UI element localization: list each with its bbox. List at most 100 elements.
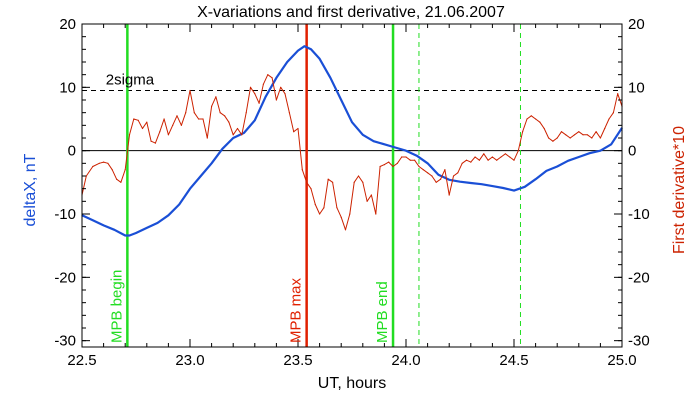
- data-point: [362, 134, 364, 136]
- data-point: [349, 213, 351, 215]
- data-point: [578, 131, 580, 133]
- y-tick-label-right: 10: [628, 79, 645, 96]
- data-point: [306, 181, 308, 183]
- y-tick-label-right: 20: [628, 16, 645, 33]
- data-point: [405, 156, 407, 158]
- series-line-deltaX: [81, 45, 623, 237]
- data-point: [366, 200, 368, 202]
- data-point: [535, 118, 537, 120]
- data-point: [357, 175, 360, 177]
- data-point: [137, 119, 139, 121]
- data-point: [362, 181, 364, 183]
- data-point: [219, 112, 221, 114]
- data-point: [243, 132, 245, 134]
- data-point: [141, 127, 144, 130]
- data-point: [297, 127, 299, 130]
- y-tick-label-right: -30: [628, 333, 650, 350]
- data-point: [297, 50, 299, 52]
- data-point: [509, 156, 511, 158]
- data-point: [167, 134, 169, 136]
- plot-frame: [81, 23, 623, 348]
- data-point: [172, 124, 174, 126]
- data-point: [578, 156, 580, 158]
- data-point: [103, 224, 105, 226]
- data-point: [545, 170, 548, 172]
- plot-border: [81, 23, 623, 348]
- data-point: [522, 131, 524, 133]
- data-point: [344, 229, 347, 231]
- vertical-marker-label: MPB end: [374, 281, 391, 343]
- data-point: [271, 77, 273, 79]
- data-point: [556, 137, 558, 139]
- data-point: [459, 181, 461, 183]
- data-point: [394, 146, 396, 149]
- data-point: [301, 169, 303, 171]
- data-point: [200, 175, 202, 177]
- data-point: [98, 162, 100, 164]
- data-point: [163, 118, 165, 120]
- data-point: [319, 213, 321, 215]
- series-points-derivative: [81, 74, 623, 231]
- data-point: [567, 160, 569, 162]
- data-point: [470, 161, 472, 163]
- data-point: [211, 105, 213, 107]
- data-point: [284, 93, 286, 95]
- data-point: [465, 159, 468, 161]
- x-tick-label: 23.0: [175, 352, 204, 369]
- data-point: [491, 156, 493, 158]
- data-point: [470, 182, 472, 184]
- y-tick-label-left: -20: [54, 269, 76, 286]
- data-point: [573, 134, 576, 136]
- x-tick-label: 24.5: [499, 352, 528, 369]
- data-point: [293, 131, 295, 133]
- data-point: [500, 156, 502, 158]
- data-point: [124, 169, 126, 171]
- data-point: [569, 137, 571, 139]
- y-tick-label-left: 10: [59, 79, 76, 96]
- data-point: [612, 112, 615, 114]
- data-point: [167, 214, 169, 216]
- series-line-derivative: [81, 74, 623, 231]
- data-point: [409, 159, 411, 161]
- data-point: [340, 216, 342, 218]
- data-point: [327, 178, 329, 180]
- data-point: [373, 140, 375, 142]
- data-point: [524, 186, 526, 188]
- vertical-marker-label: MPB max: [288, 277, 305, 343]
- data-point: [422, 169, 424, 171]
- plot-area: [81, 24, 623, 347]
- data-point: [275, 77, 277, 79]
- data-point: [548, 137, 550, 139]
- data-point: [504, 153, 506, 155]
- x-tick-label: 25.0: [607, 352, 636, 369]
- data-point: [448, 179, 450, 181]
- data-point: [262, 83, 264, 85]
- data-point: [383, 143, 385, 145]
- data-point: [193, 112, 195, 114]
- data-point: [586, 134, 589, 136]
- data-point: [617, 93, 619, 95]
- data-point: [427, 162, 429, 164]
- data-point: [215, 96, 217, 98]
- data-point: [535, 178, 537, 180]
- data-point: [206, 137, 208, 139]
- data-point: [180, 124, 182, 126]
- data-point: [478, 159, 480, 161]
- data-point: [150, 140, 152, 142]
- data-point: [530, 115, 532, 117]
- data-point: [435, 181, 437, 183]
- data-point: [560, 131, 563, 133]
- data-point: [392, 165, 394, 168]
- data-point: [128, 234, 131, 237]
- y-tick-label-left: 0: [68, 143, 76, 160]
- data-point: [517, 150, 519, 152]
- vertical-marker-label: MPB begin: [108, 270, 125, 343]
- data-point: [258, 102, 260, 104]
- data-point: [232, 134, 234, 136]
- y-tick-label-right: -10: [628, 206, 650, 223]
- data-point: [224, 115, 226, 117]
- data-point: [496, 159, 498, 161]
- y-tick-label-right: -20: [628, 269, 650, 286]
- data-point: [267, 74, 269, 76]
- data-point: [526, 118, 528, 120]
